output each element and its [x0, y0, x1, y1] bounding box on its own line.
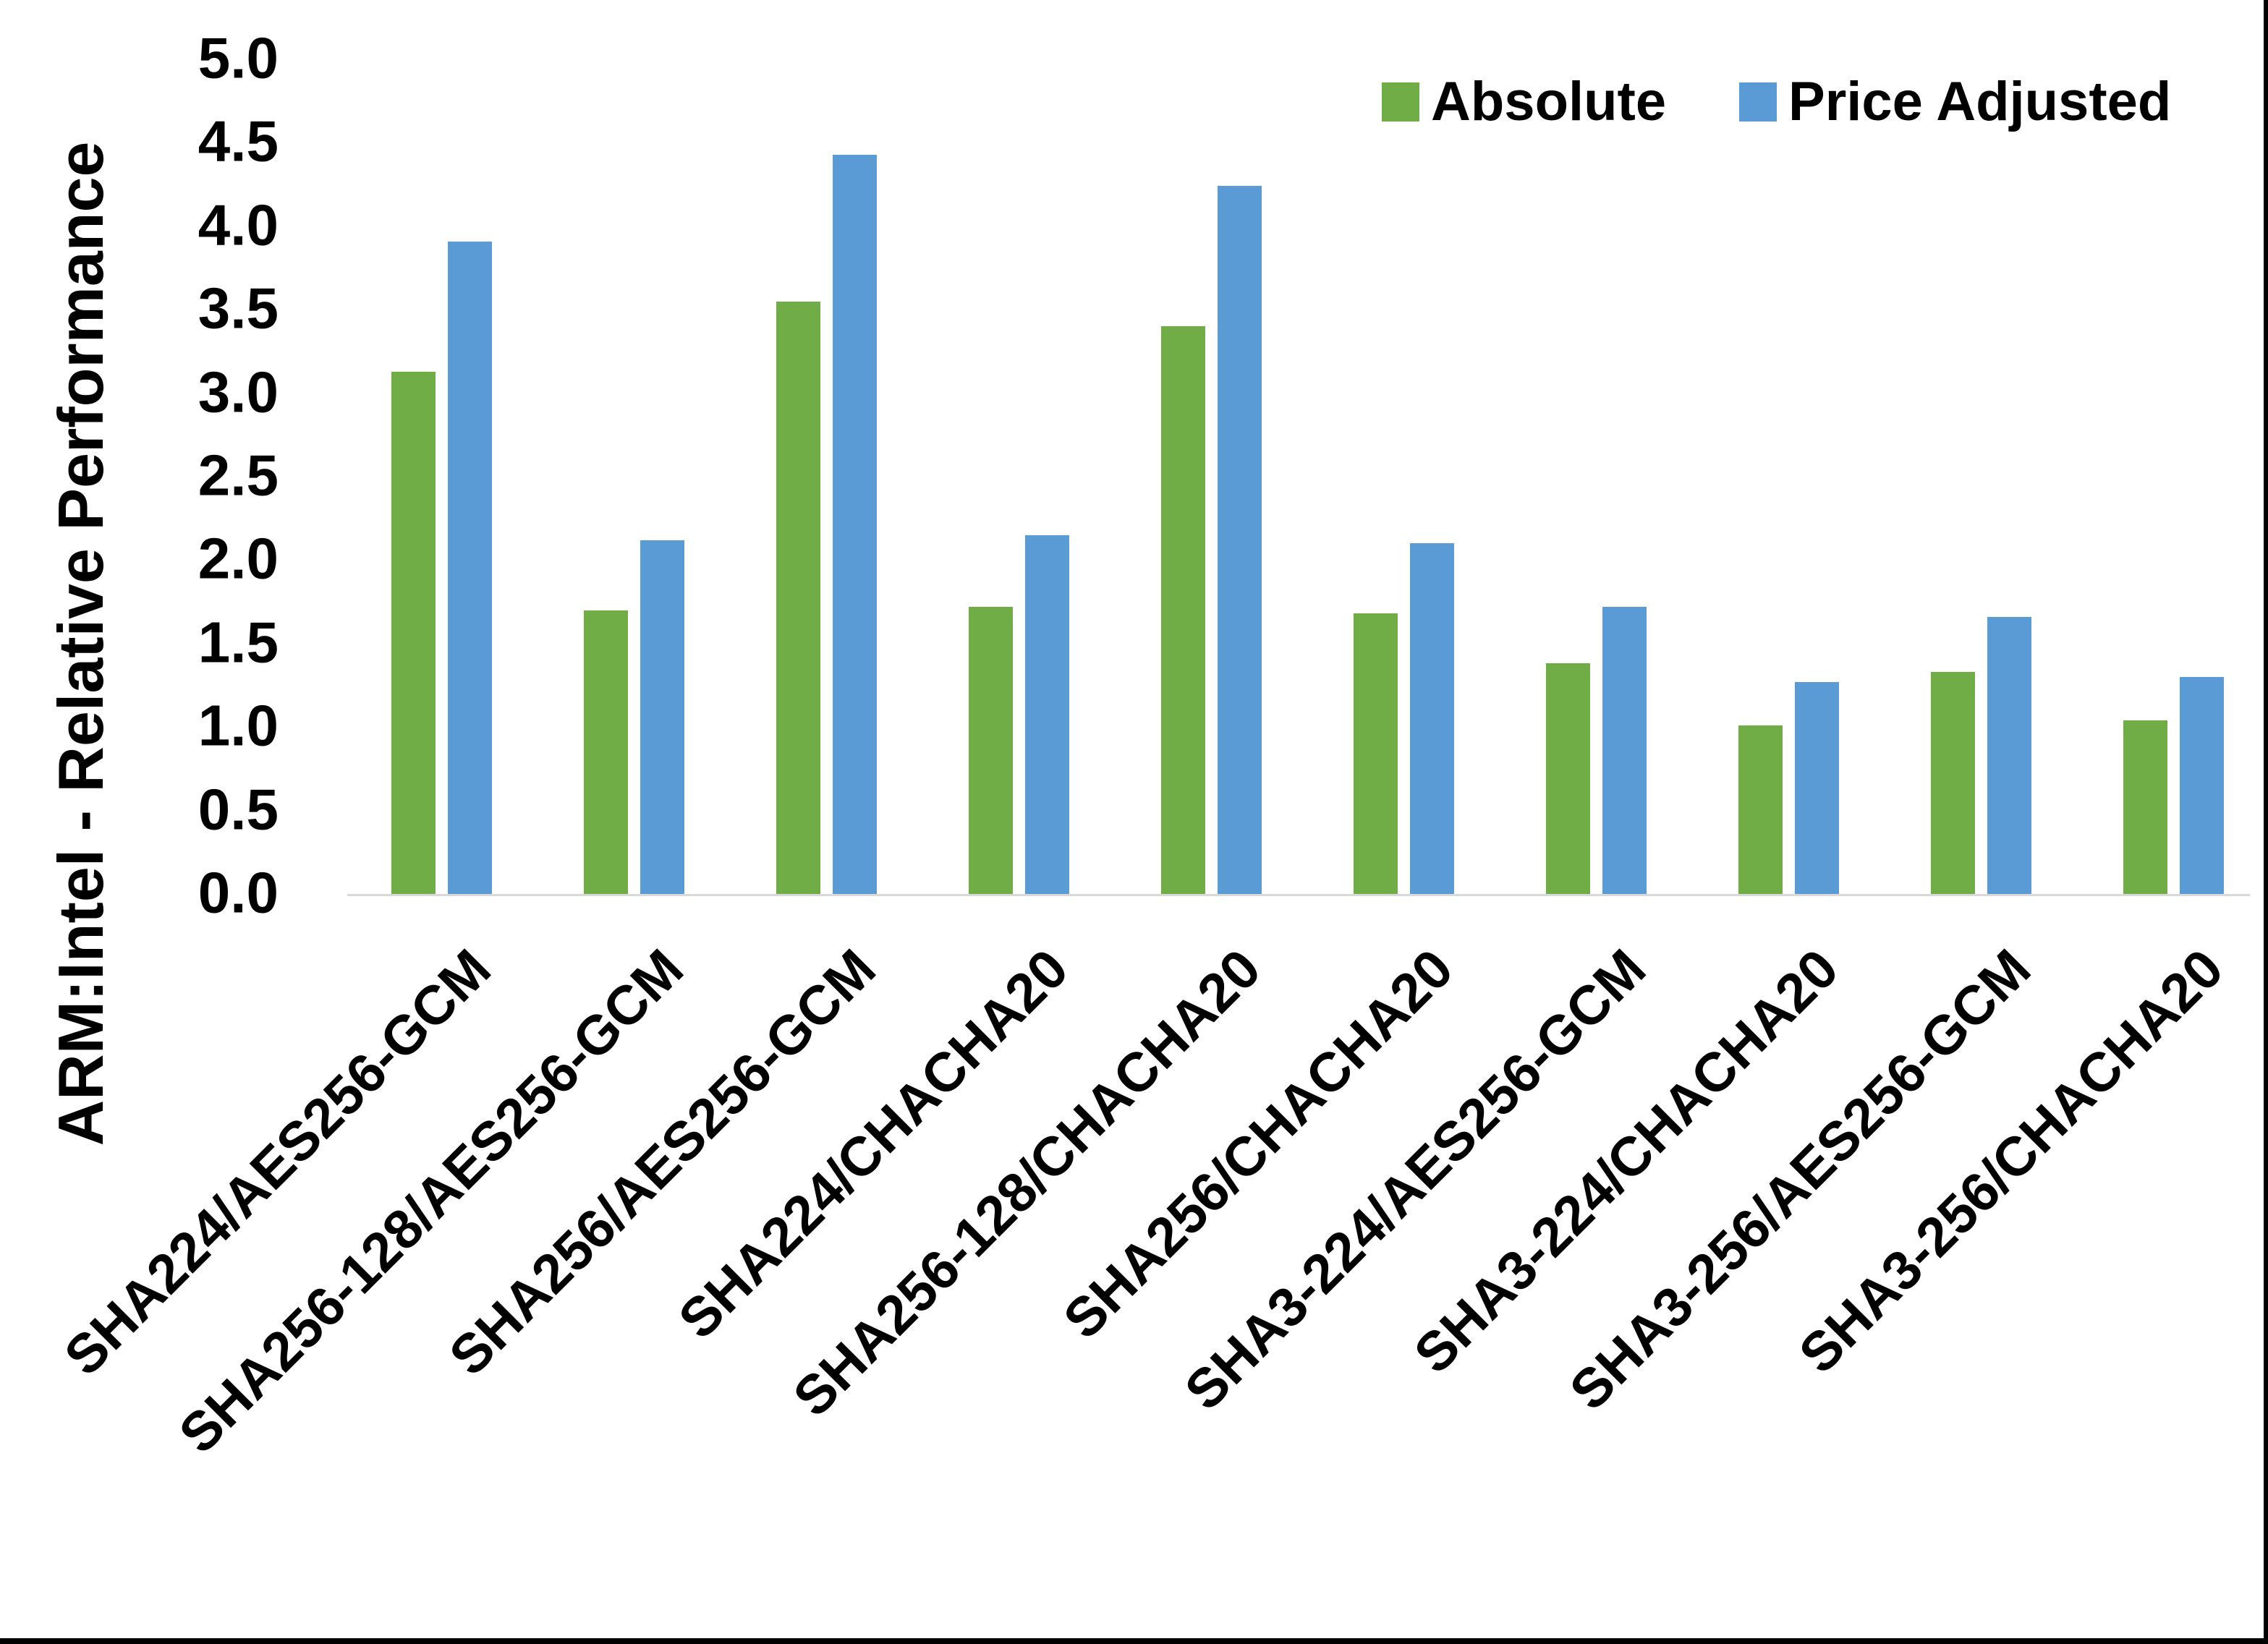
bar-price-adjusted	[1602, 607, 1647, 894]
y-tick-label: 1.0	[198, 693, 279, 758]
bar-price-adjusted	[1410, 543, 1454, 894]
bar-absolute	[584, 610, 628, 894]
x-axis-line	[347, 894, 2250, 896]
page-border-bottom	[0, 1638, 2268, 1644]
bar-price-adjusted	[833, 155, 877, 894]
page-border-right	[2264, 0, 2268, 1644]
y-tick-label: 4.0	[198, 192, 279, 257]
legend-label: Absolute	[1431, 71, 1667, 132]
bar-absolute	[969, 607, 1013, 894]
legend: Absolute Price Adjusted	[0, 69, 2268, 135]
bar-absolute	[1738, 725, 1783, 894]
bar-absolute	[1546, 663, 1590, 894]
y-tick-label: 0.5	[198, 776, 279, 841]
bar-price-adjusted	[1025, 535, 1069, 894]
bar-price-adjusted	[1987, 617, 2031, 894]
y-tick-label: 4.5	[198, 108, 279, 174]
legend-label: Price Adjusted	[1788, 71, 2172, 132]
x-category-label: SHA256/CHACHA20	[1052, 937, 1466, 1351]
bar-absolute	[1931, 672, 1975, 894]
y-tick-label: 3.0	[198, 359, 279, 424]
bar-absolute	[1161, 326, 1205, 894]
legend-item-price-adjusted: Price Adjusted	[1739, 69, 2171, 135]
bar-absolute	[1354, 613, 1398, 894]
bar-price-adjusted	[1218, 186, 1262, 894]
y-tick-label: 5.0	[198, 25, 279, 90]
x-category-label: SHA224/CHACHA20	[667, 937, 1081, 1351]
legend-item-absolute: Absolute	[1382, 69, 1666, 135]
y-tick-label: 2.0	[198, 526, 279, 591]
bar-absolute	[2123, 720, 2167, 894]
bar-price-adjusted	[448, 242, 492, 894]
bar-absolute	[776, 302, 820, 894]
legend-swatch-icon	[1382, 82, 1419, 122]
bar-absolute	[391, 372, 436, 894]
bar-price-adjusted	[2180, 677, 2224, 894]
bar-price-adjusted	[1795, 682, 1839, 894]
y-tick-label: 2.5	[198, 443, 279, 508]
y-tick-label: 3.5	[198, 276, 279, 341]
bar-price-adjusted	[640, 540, 684, 894]
y-tick-label: 1.5	[198, 610, 279, 675]
y-tick-label: 0.0	[198, 860, 279, 925]
legend-swatch-icon	[1739, 82, 1777, 122]
